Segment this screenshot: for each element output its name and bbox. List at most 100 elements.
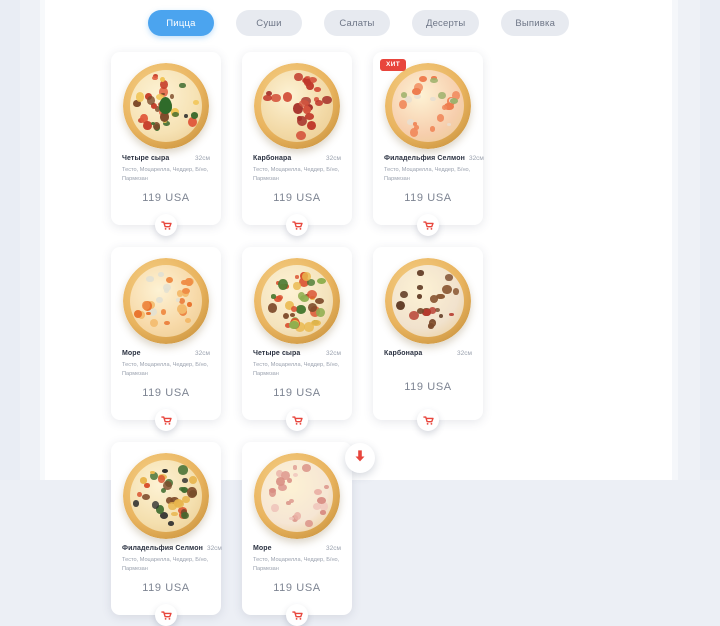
product-ingredients: Тесто, Моцарелла, Чеддер, Б/но, Пармезан: [253, 362, 340, 377]
product-ingredients: Тесто, Моцарелла, Чеддер, Б/но, Пармезан: [253, 557, 340, 572]
product-thumbnail: [249, 450, 345, 542]
product-thumbnail: [118, 450, 214, 542]
tab-1[interactable]: Пицца: [147, 10, 214, 36]
category-tabs: Пицца Суши Салаты Десерты Выпивка: [45, 0, 672, 46]
product-price: 119 USA: [142, 192, 190, 205]
product-size: 32см: [195, 350, 210, 357]
product-price: 119 USA: [142, 582, 190, 595]
product-card[interactable]: Карбонара 32см 119 USA: [373, 247, 483, 431]
product-title: Четыре сыра: [122, 155, 170, 162]
product-title: Филадельфия Селмон: [384, 155, 465, 162]
product-card[interactable]: ХИТ Филадельфия Селмон 32см Тесто, Моцарелл…: [373, 52, 484, 236]
product-title: Море: [253, 545, 272, 552]
product-ingredients: Тесто, Моцарелла, Чеддер, Б/но, Пармезан: [253, 167, 340, 182]
cart-icon: [422, 220, 434, 231]
product-thumbnail: [380, 255, 476, 347]
product-ingredients: Тесто, Моцарелла, Чеддер, Б/но, Пармезан: [122, 167, 209, 182]
product-price: 119 USA: [142, 387, 190, 400]
product-size: 32см: [457, 350, 472, 357]
add-to-cart-button[interactable]: [286, 604, 308, 626]
product-title-row: Карбонара 32см: [384, 350, 472, 357]
cart-icon: [422, 415, 434, 426]
add-to-cart-button[interactable]: [155, 409, 177, 431]
cart-icon: [160, 220, 172, 231]
product-title-row: Море 32см: [122, 350, 210, 357]
product-size: 32см: [195, 155, 210, 162]
product-price: 119 USA: [404, 192, 452, 205]
product-card[interactable]: Четыре сыра 32см Тесто, Моцарелла, Чеддер,…: [111, 52, 221, 236]
cart-icon: [291, 415, 303, 426]
add-to-cart-button[interactable]: [286, 409, 308, 431]
product-info: Четыре сыра 32см Тесто, Моцарелла, Чеддер,…: [118, 152, 214, 204]
product-size: 32см: [326, 350, 341, 357]
product-card[interactable]: Четыре сыра 32см Тесто, Моцарелла, Чеддер,…: [242, 247, 352, 431]
product-thumbnail: [249, 255, 345, 347]
product-title-row: Карбонара 32см: [253, 155, 341, 162]
product-info: Море 32см Тесто, Моцарелла, Чеддер, Б/но, …: [249, 542, 345, 594]
tab-label: Салаты: [339, 17, 375, 29]
pizza-image: [385, 258, 471, 344]
arrow-down-icon: [352, 448, 368, 469]
product-title-row: Море 32см: [253, 545, 341, 552]
product-price: 119 USA: [404, 381, 452, 393]
tab-2[interactable]: Суши: [235, 10, 302, 36]
tab-label: Десерты: [425, 17, 466, 29]
product-price: 119 USA: [273, 582, 321, 595]
product-thumbnail: [249, 60, 345, 152]
add-to-cart-button[interactable]: [417, 214, 439, 236]
product-title: Море: [122, 350, 141, 357]
pizza-image: [123, 63, 209, 149]
product-title-row: Четыре сыра 32см: [253, 350, 341, 357]
pizza-image: [254, 258, 340, 344]
cart-icon: [160, 610, 172, 621]
add-to-cart-button[interactable]: [286, 214, 308, 236]
product-ingredients: Тесто, Моцарелла, Чеддер, Б/но, Пармезан: [122, 557, 209, 572]
product-price: 119 USA: [273, 192, 321, 205]
pizza-image: [385, 63, 471, 149]
product-size: 32см: [326, 155, 341, 162]
tab-3[interactable]: Салаты: [323, 10, 390, 36]
tab-label: Пицца: [166, 17, 196, 29]
hit-badge: ХИТ: [380, 59, 407, 71]
product-grid: Четыре сыра 32см Тесто, Моцарелла, Чеддер,…: [111, 52, 611, 626]
product-title: Филадельфия Селмон: [122, 545, 203, 552]
tab-label: Выпивка: [515, 17, 556, 29]
product-info: Филадельфия Селмон 32см Тесто, Моцарелла, …: [118, 542, 222, 595]
product-title-row: Четыре сыра 32см: [122, 155, 210, 162]
product-title: Карбонара: [253, 155, 292, 162]
cart-icon: [160, 415, 172, 426]
product-thumbnail: [118, 60, 214, 152]
product-card[interactable]: Карбонара 32см Тесто, Моцарелла, Чеддер, Б…: [242, 52, 352, 236]
pizza-image: [254, 63, 340, 149]
product-thumbnail: [380, 60, 476, 152]
tab-label: Суши: [256, 17, 282, 29]
product-card[interactable]: Филадельфия Селмон 32см Тесто, Моцарелла, …: [111, 442, 222, 626]
product-title: Карбонара: [384, 350, 423, 357]
product-info: Карбонара 32см 119 USA: [380, 347, 476, 393]
scroll-down-button[interactable]: [345, 443, 375, 473]
add-to-cart-button[interactable]: [155, 604, 177, 626]
product-info: Море 32см Тесто, Моцарелла, Чеддер, Б/но, …: [118, 347, 214, 399]
pizza-image: [123, 453, 209, 539]
product-size: 32см: [326, 545, 341, 552]
product-title-row: Филадельфия Селмон 32см: [122, 545, 222, 552]
product-size: 32см: [468, 155, 484, 162]
product-card[interactable]: Море 32см Тесто, Моцарелла, Чеддер, Б/но, …: [242, 442, 352, 626]
product-card[interactable]: Море 32см Тесто, Моцарелла, Чеддер, Б/но, …: [111, 247, 221, 431]
product-price: 119 USA: [273, 387, 321, 400]
product-info: Карбонара 32см Тесто, Моцарелла, Чеддер, Б…: [249, 152, 345, 204]
product-thumbnail: [118, 255, 214, 347]
add-to-cart-button[interactable]: [417, 409, 439, 431]
product-info: Четыре сыра 32см Тесто, Моцарелла, Чеддер,…: [249, 347, 345, 399]
product-title: Четыре сыра: [253, 350, 301, 357]
tab-5[interactable]: Выпивка: [501, 10, 570, 36]
add-to-cart-button[interactable]: [155, 214, 177, 236]
pizza-image: [254, 453, 340, 539]
pizza-image: [123, 258, 209, 344]
product-ingredients: Тесто, Моцарелла, Чеддер, Б/но, Пармезан: [122, 362, 209, 377]
product-title-row: Филадельфия Селмон 32см: [384, 155, 484, 162]
product-ingredients: Тесто, Моцарелла, Чеддер, Б/но, Пармезан: [384, 167, 471, 182]
tab-4[interactable]: Десерты: [411, 10, 480, 36]
cart-icon: [291, 220, 303, 231]
